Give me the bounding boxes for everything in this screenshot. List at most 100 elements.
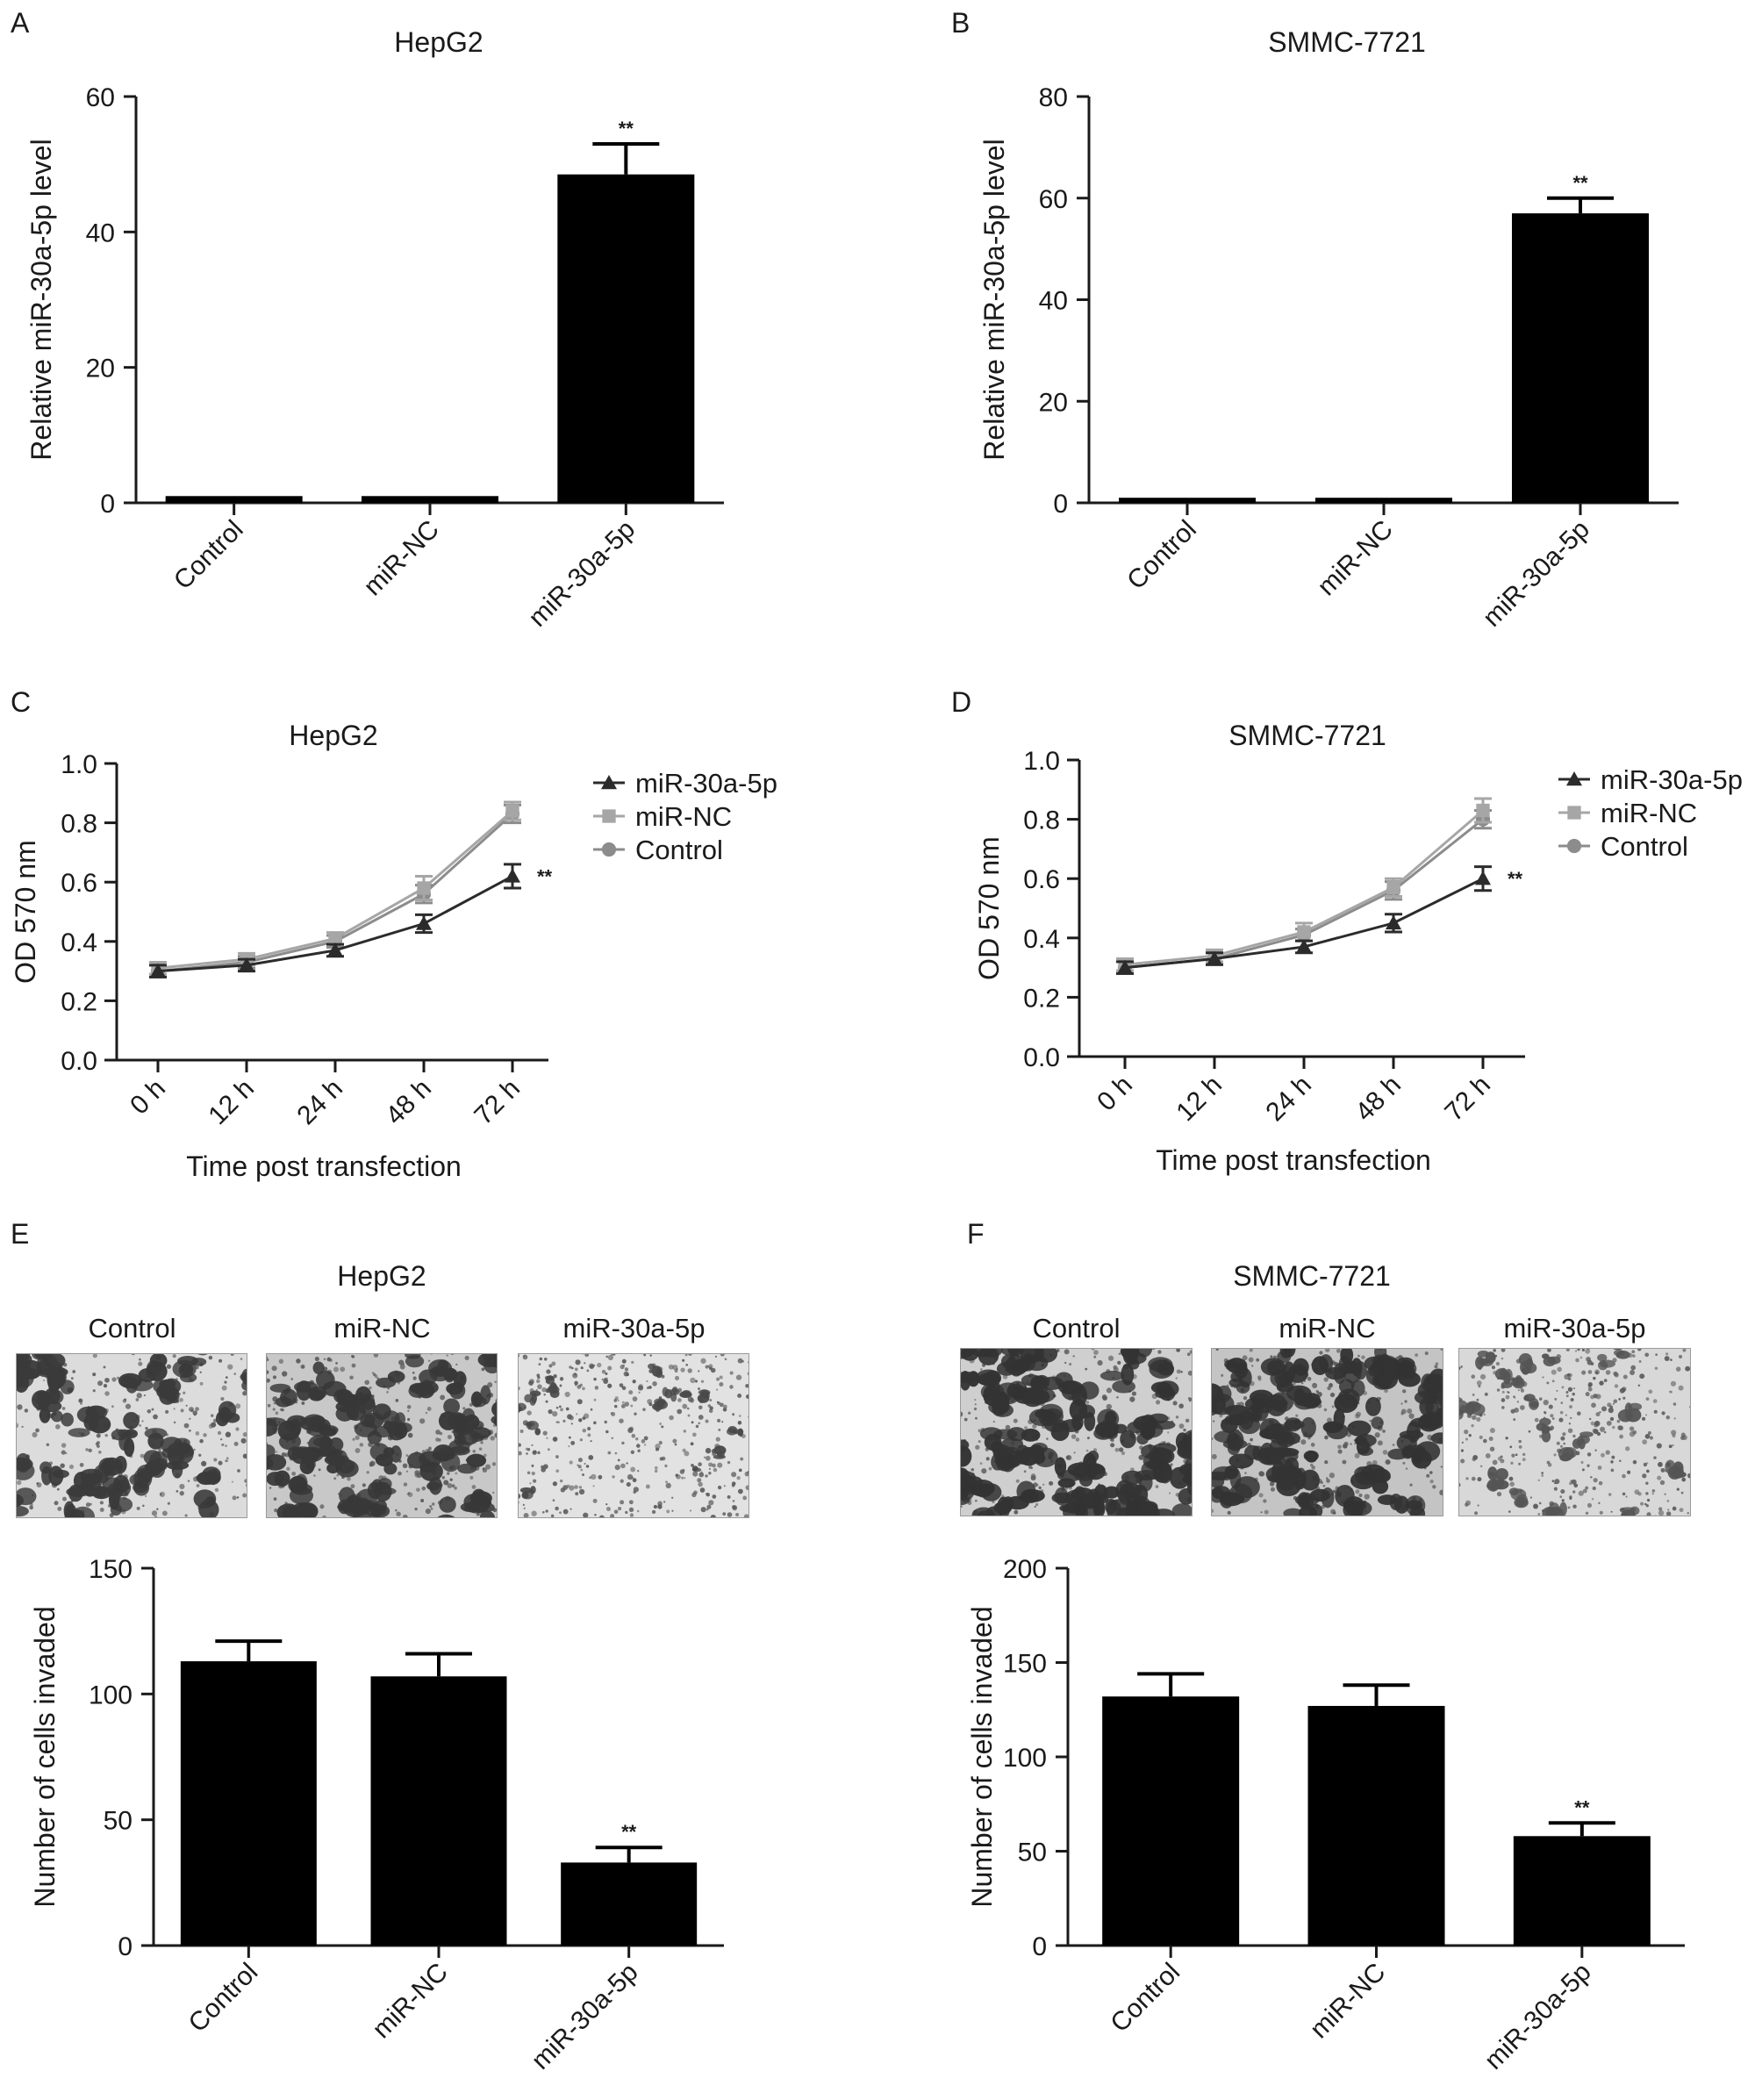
cell-speck — [195, 1431, 200, 1436]
cell-speck — [631, 1360, 634, 1365]
micro-f-label-mir30a: miR-30a-5p — [1503, 1313, 1646, 1344]
cell-speck — [1325, 1348, 1330, 1352]
cell-speck — [574, 1485, 578, 1489]
cell-speck — [710, 1367, 716, 1373]
cell-speck — [593, 1398, 597, 1401]
cell-speck — [1681, 1477, 1687, 1482]
cell-speck — [1676, 1487, 1680, 1491]
cell-speck — [1075, 1437, 1080, 1442]
cell-speck — [1648, 1389, 1653, 1394]
cell-cluster — [519, 1486, 536, 1500]
significance-72h: ** — [1508, 868, 1523, 890]
cell-speck — [1661, 1411, 1665, 1416]
cell-speck — [185, 1404, 188, 1407]
cell-speck — [541, 1510, 545, 1514]
cell-speck — [523, 1354, 526, 1358]
cell-speck — [1588, 1417, 1592, 1421]
cell-speck — [72, 1370, 76, 1373]
cell-speck — [478, 1447, 483, 1451]
cell-speck — [402, 1463, 408, 1469]
cell-speck — [1581, 1370, 1587, 1375]
bar-control — [180, 1661, 317, 1946]
cell-speck — [278, 1358, 284, 1365]
cell-speck — [333, 1477, 337, 1480]
cell-speck — [1632, 1459, 1637, 1465]
cell-speck — [732, 1500, 735, 1502]
cell-speck — [635, 1437, 639, 1441]
cell-speck — [1601, 1452, 1605, 1458]
cell-cluster — [648, 1363, 663, 1379]
cell-speck — [1542, 1376, 1544, 1379]
micro-e-label-mirnc: miR-NC — [333, 1313, 431, 1344]
cell-speck — [1172, 1401, 1178, 1406]
cell-speck — [92, 1353, 97, 1358]
cell-speck — [605, 1430, 609, 1434]
cell-cluster — [1140, 1413, 1176, 1441]
cell-cluster — [1211, 1486, 1243, 1507]
cell-speck — [1587, 1381, 1593, 1387]
cell-speck — [717, 1418, 721, 1423]
significance-mir-30a-5p: ** — [1572, 172, 1588, 194]
micro-f-label-control: Control — [1032, 1313, 1121, 1344]
cell-speck — [968, 1411, 971, 1415]
cell-speck — [1434, 1365, 1438, 1369]
cell-speck — [1518, 1462, 1522, 1466]
cell-speck — [159, 1493, 162, 1496]
cell-speck — [1176, 1369, 1181, 1374]
cell-speck — [426, 1449, 428, 1451]
cell-speck — [1072, 1355, 1075, 1358]
cell-speck — [96, 1433, 101, 1438]
cell-speck — [1468, 1433, 1472, 1437]
chart-b: 0 20 40 60 80 Relative miR-30a-5p level Contro… — [0, 0, 1762, 684]
cell-speck — [1550, 1414, 1554, 1418]
cell-speck — [578, 1418, 583, 1423]
cell-speck — [480, 1441, 483, 1444]
cell-speck — [531, 1444, 534, 1446]
cell-speck — [482, 1467, 485, 1471]
cell-speck — [745, 1394, 749, 1400]
cell-speck — [1382, 1450, 1388, 1455]
cell-speck — [652, 1381, 657, 1387]
cell-speck — [276, 1451, 278, 1453]
cell-speck — [1630, 1365, 1637, 1371]
cell-speck — [584, 1462, 586, 1465]
cell-speck — [737, 1488, 743, 1494]
cell-speck — [242, 1453, 247, 1459]
point-mir-30a-5p-1 — [1207, 950, 1222, 965]
cell-cluster — [94, 1455, 127, 1480]
cell-cluster — [727, 1425, 744, 1437]
legend-marker-mir-30a-5p — [1566, 771, 1582, 786]
cell-cluster — [1033, 1447, 1067, 1477]
cell-speck — [314, 1357, 319, 1362]
cell-speck — [455, 1472, 458, 1475]
cell-speck — [275, 1411, 279, 1416]
cell-speck — [1364, 1494, 1370, 1500]
cell-speck — [145, 1427, 148, 1430]
cell-speck — [695, 1424, 699, 1429]
cell-speck — [698, 1405, 703, 1410]
cell-speck — [628, 1390, 634, 1395]
cell-cluster — [524, 1390, 541, 1406]
y-tick-label-2: 40 — [1039, 287, 1068, 316]
cell-speck — [1251, 1365, 1254, 1367]
cell-speck — [622, 1364, 626, 1367]
cell-speck — [684, 1353, 688, 1357]
cell-speck — [1594, 1420, 1601, 1427]
cell-speck — [721, 1421, 724, 1423]
cell-speck — [575, 1359, 581, 1365]
cell-speck — [235, 1403, 241, 1409]
cell-cluster — [1181, 1430, 1193, 1454]
cell-speck — [1483, 1413, 1486, 1416]
cell-speck — [555, 1421, 559, 1423]
y-tick-label-0: 0 — [100, 490, 115, 519]
cell-speck — [1672, 1444, 1674, 1447]
bar-mir-30a-5p — [561, 1862, 698, 1946]
cell-speck — [233, 1373, 237, 1375]
cell-speck — [483, 1453, 487, 1458]
cell-speck — [1597, 1466, 1602, 1470]
cell-speck — [175, 1490, 179, 1493]
cell-speck — [1561, 1499, 1565, 1502]
cell-speck — [716, 1377, 720, 1381]
cell-speck — [555, 1469, 560, 1473]
cell-speck — [352, 1437, 355, 1441]
